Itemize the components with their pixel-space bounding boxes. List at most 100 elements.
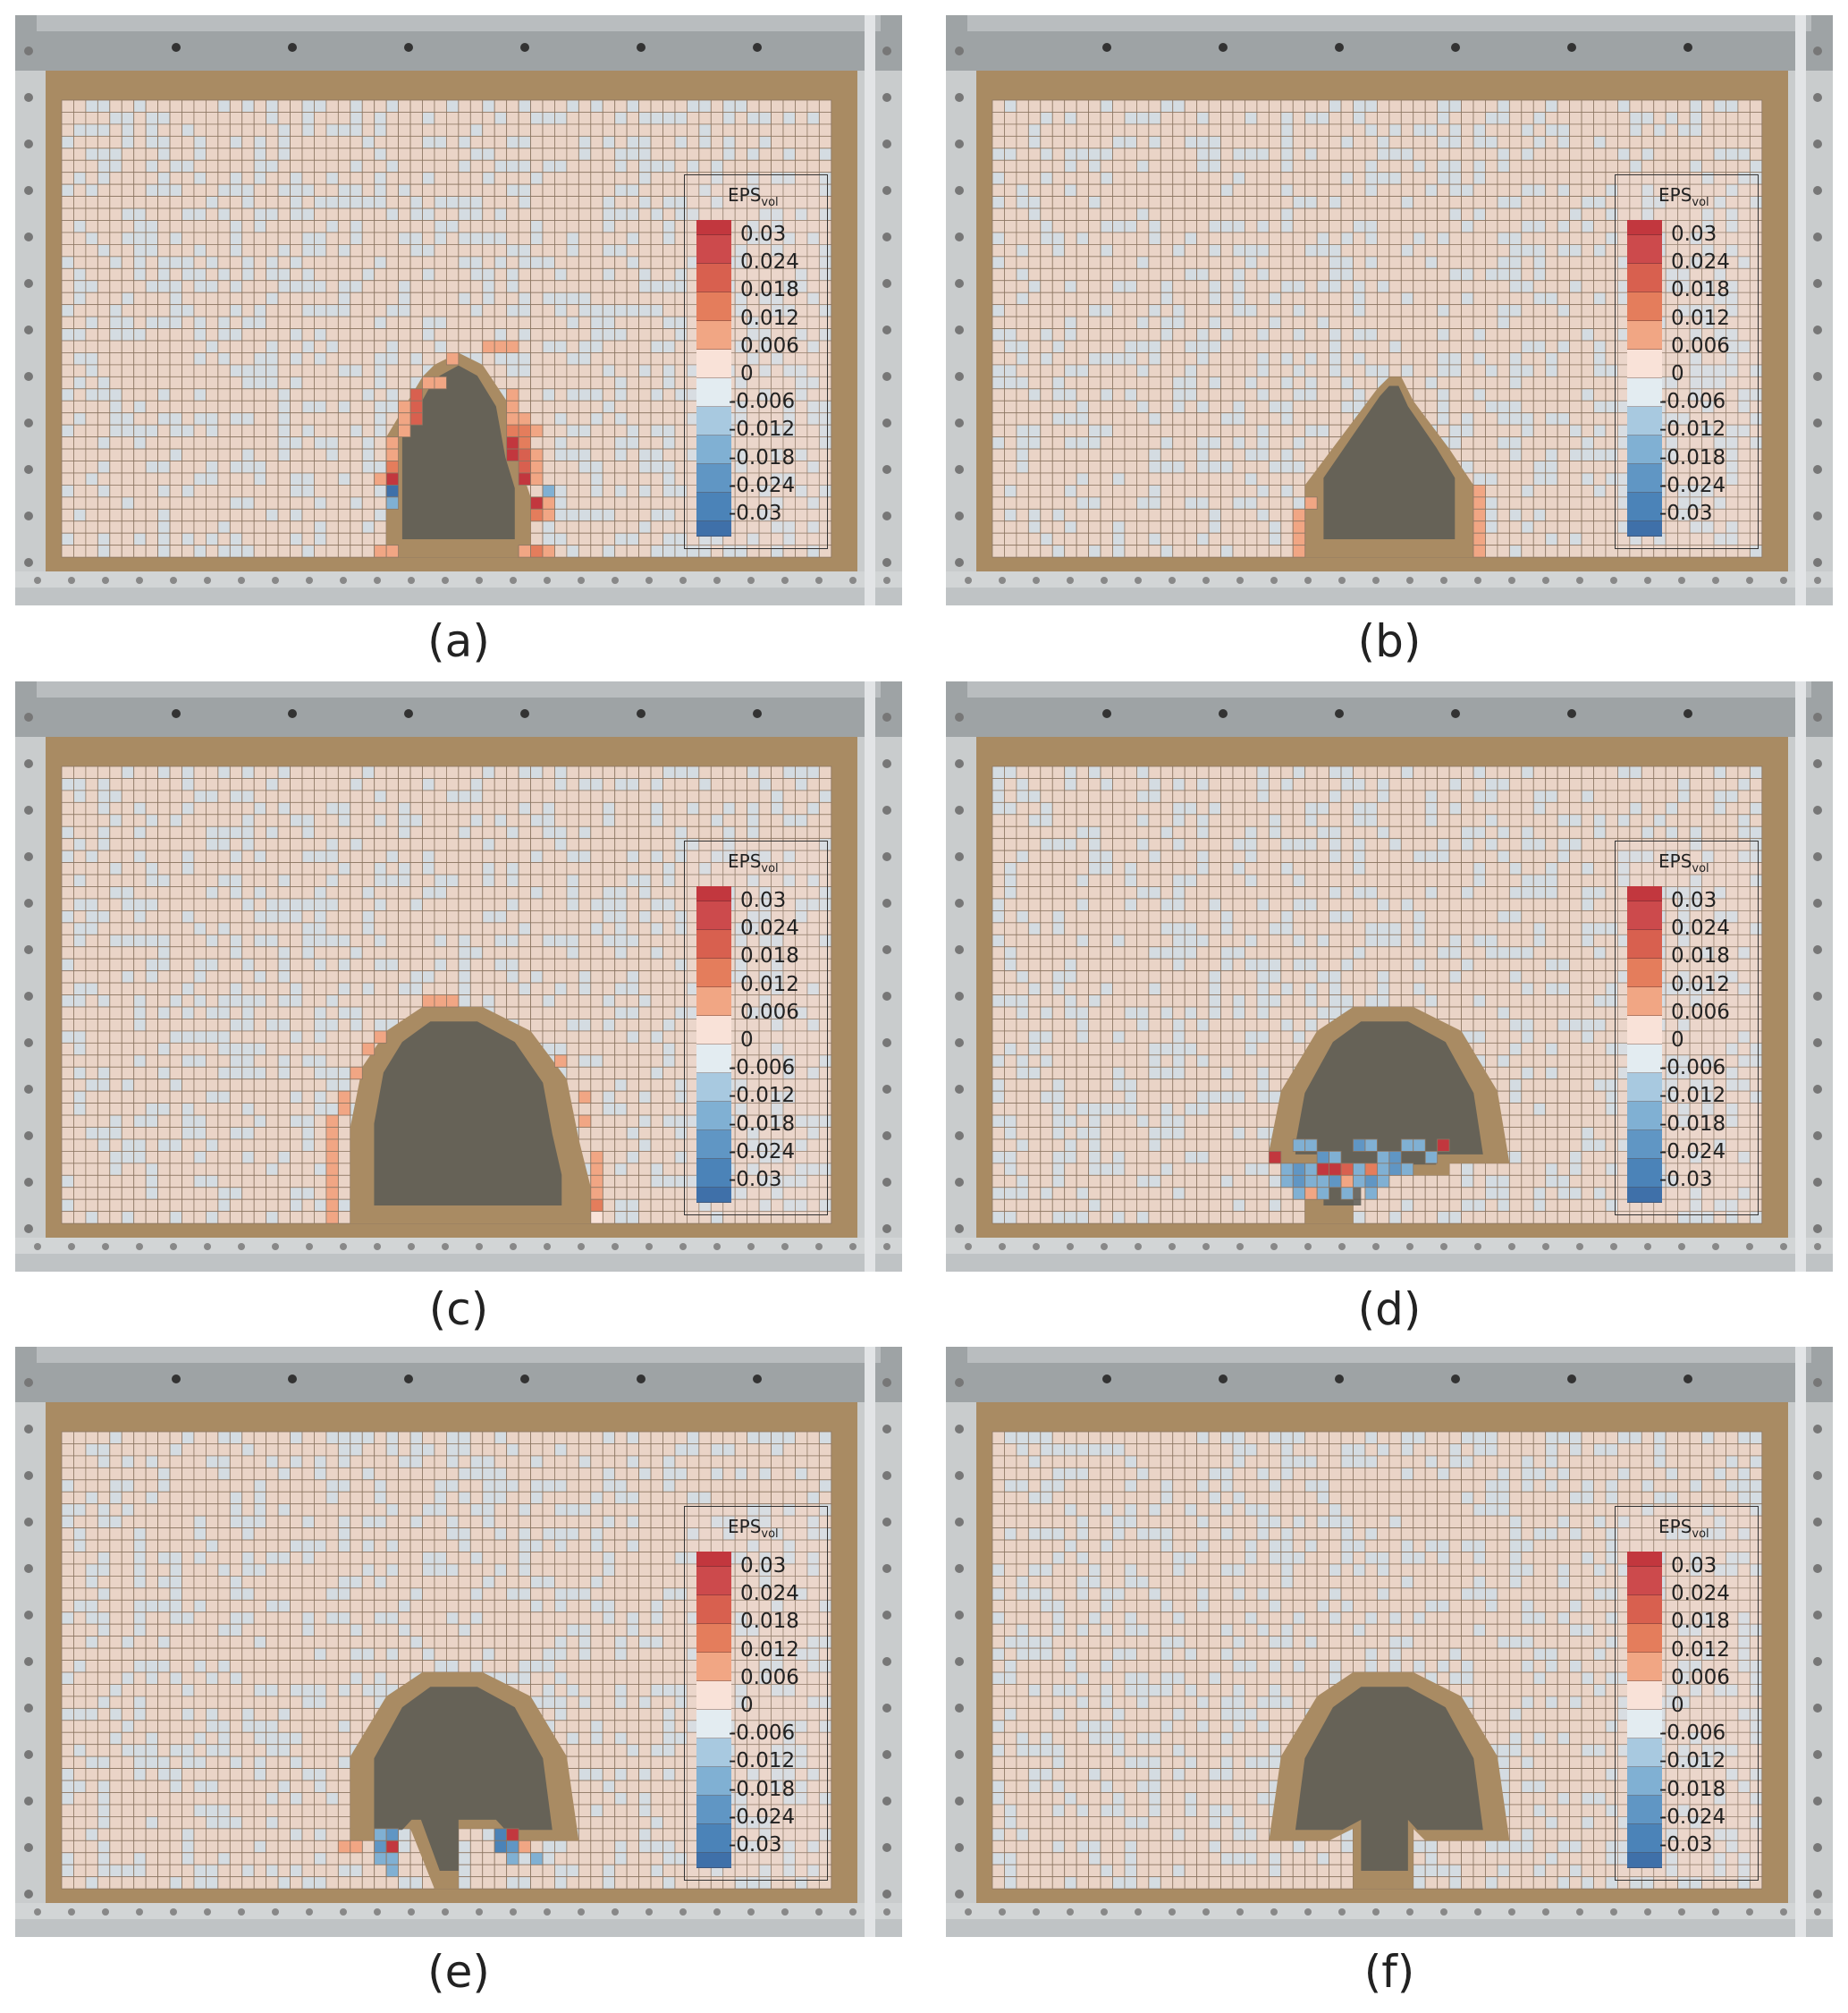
bolt-icon — [955, 279, 964, 288]
grid-cell — [1508, 232, 1523, 245]
grid-cell — [157, 485, 171, 498]
grid-cell — [266, 256, 279, 269]
grid-cell — [650, 352, 663, 366]
grid-cell — [290, 485, 303, 498]
grid-cell — [290, 328, 303, 342]
grid-cell — [409, 183, 423, 197]
grid-cell — [602, 148, 616, 161]
grid-cell — [992, 328, 1005, 342]
grid-cell — [181, 461, 195, 474]
grid-cell — [1268, 376, 1282, 390]
grid-cell — [1641, 99, 1655, 113]
grid-cell — [1051, 532, 1066, 546]
grid-cell — [1593, 485, 1607, 498]
grid-cell — [1532, 135, 1547, 149]
grid-cell — [1064, 436, 1077, 450]
grid-cell — [314, 532, 327, 546]
bolt-icon — [1270, 577, 1278, 584]
grid-cell — [1196, 280, 1210, 293]
grid-cell — [590, 243, 603, 258]
grid-cell — [1316, 243, 1329, 258]
grid-cell — [1593, 172, 1607, 185]
grid-cell — [181, 280, 195, 293]
grid-cell — [578, 123, 592, 137]
grid-cell — [85, 220, 98, 233]
colorbar — [696, 220, 731, 537]
grid-cell — [1485, 232, 1498, 245]
grid-cell — [626, 220, 640, 233]
grid-cell — [1340, 99, 1354, 113]
grid-cell — [325, 448, 339, 461]
grid-cell — [1184, 304, 1198, 317]
grid-cell — [374, 183, 387, 197]
grid-cell — [1160, 304, 1174, 317]
grid-cell — [1485, 99, 1498, 113]
grid-cell — [434, 183, 447, 197]
grid-cell — [1245, 472, 1258, 486]
grid-cell — [277, 400, 291, 414]
grid-cell — [1292, 304, 1306, 317]
grid-cell — [73, 376, 87, 390]
grid-cell — [1232, 424, 1245, 437]
grid-cell — [73, 340, 87, 353]
grid-cell — [1521, 496, 1534, 510]
grid-cell — [61, 207, 74, 221]
grid-cell — [1027, 461, 1042, 474]
grid-cell — [1316, 304, 1329, 317]
grid-cell — [290, 280, 303, 293]
grid-cell — [614, 352, 628, 366]
grid-cell — [992, 520, 1005, 534]
grid-cell — [409, 148, 423, 161]
bolt-icon — [24, 93, 33, 102]
bolt-icon — [24, 47, 33, 55]
grid-cell — [205, 316, 219, 329]
grid-cell — [1316, 159, 1329, 173]
grid-cell — [469, 243, 484, 258]
grid-cell — [1641, 159, 1655, 173]
grid-cell — [554, 292, 568, 306]
grid-cell — [97, 340, 111, 353]
grid-cell — [193, 292, 207, 306]
grid-cell — [314, 256, 327, 269]
bolt-icon — [781, 577, 789, 584]
grid-cell — [422, 172, 435, 185]
grid-cell — [1376, 148, 1390, 161]
bolt-icon — [637, 43, 646, 52]
grid-cell — [1280, 508, 1294, 522]
grid-cell — [1376, 364, 1390, 377]
grid-cell — [145, 316, 158, 329]
grid-cell — [1208, 532, 1221, 546]
grid-cell — [494, 112, 508, 125]
grid-cell — [1581, 496, 1594, 510]
grid-cell — [1064, 267, 1077, 282]
grid-cell — [253, 172, 267, 185]
grid-cell — [1088, 123, 1101, 137]
grid-cell — [1581, 508, 1594, 522]
grid-cell — [1124, 256, 1137, 269]
grid-cell — [169, 388, 182, 402]
grid-cell — [602, 280, 616, 293]
grid-cell — [542, 328, 555, 342]
bolt-icon — [955, 558, 964, 567]
grid-cell — [1521, 123, 1534, 137]
grid-cell — [1545, 112, 1558, 125]
grid-cell — [301, 148, 315, 161]
grid-cell — [458, 304, 471, 317]
grid-cell — [241, 316, 255, 329]
grid-cell — [73, 112, 87, 125]
grid-cell — [1316, 328, 1329, 342]
grid-cell — [385, 207, 399, 221]
grid-cell — [1027, 328, 1042, 342]
bolt-icon — [1610, 577, 1617, 584]
grid-cell — [542, 520, 555, 534]
grid-cell — [1040, 172, 1053, 185]
grid-cell — [638, 196, 652, 209]
grid-cell — [1557, 292, 1571, 306]
grid-cell — [361, 196, 376, 209]
grid-cell — [337, 364, 351, 377]
grid-cell — [578, 148, 592, 161]
grid-cell — [350, 328, 363, 342]
grid-cell — [1040, 135, 1053, 149]
grid-cell — [169, 316, 182, 329]
grid-cell — [1172, 485, 1186, 498]
